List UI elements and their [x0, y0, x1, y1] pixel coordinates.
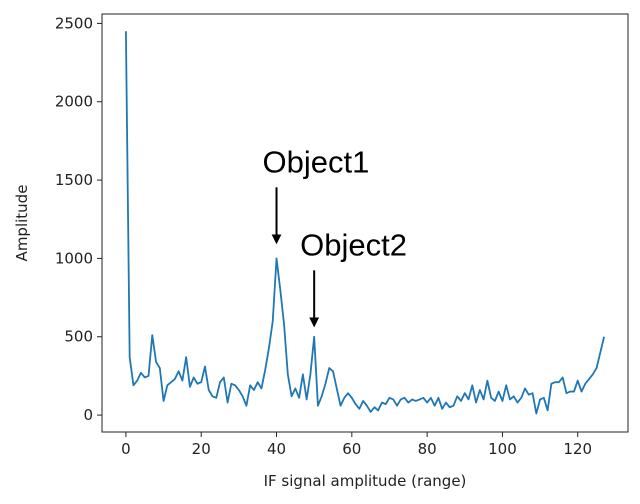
y-tick-label: 0 [83, 406, 93, 424]
x-tick-label: 0 [121, 440, 131, 458]
y-tick-label: 500 [64, 328, 93, 346]
x-tick-label: 120 [563, 440, 592, 458]
x-tick-label: 100 [488, 440, 517, 458]
y-axis-label: Amplitude [13, 185, 31, 262]
plot-frame [101, 13, 629, 433]
x-axis-label: IF signal amplitude (range) [264, 472, 467, 490]
annotation-text: Object2 [300, 227, 407, 262]
y-tick-label: 2000 [55, 93, 93, 111]
annotation-text: Object1 [263, 144, 370, 179]
y-tick-label: 1000 [55, 249, 93, 267]
y-tick-label: 1500 [55, 171, 93, 189]
x-tick-label: 20 [192, 440, 211, 458]
x-tick-label: 60 [342, 440, 361, 458]
y-tick-label: 2500 [55, 14, 93, 32]
x-tick-label: 80 [418, 440, 437, 458]
x-tick-label: 40 [267, 440, 286, 458]
data-line [125, 31, 605, 415]
